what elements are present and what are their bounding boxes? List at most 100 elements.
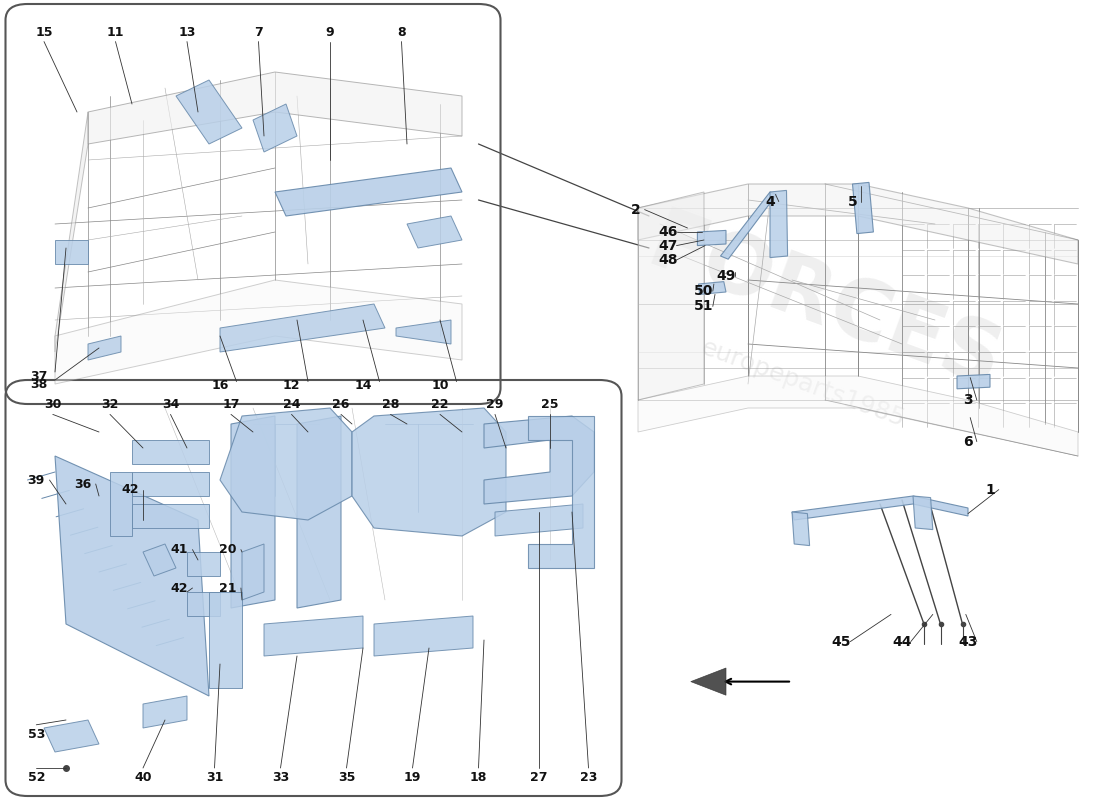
Text: 12: 12 [283, 379, 300, 392]
Polygon shape [638, 184, 1078, 264]
Text: 38: 38 [30, 378, 47, 390]
Polygon shape [913, 496, 933, 530]
Polygon shape [852, 182, 873, 234]
Text: 15: 15 [35, 26, 53, 38]
Polygon shape [374, 616, 473, 656]
Text: 10: 10 [431, 379, 449, 392]
Text: 7: 7 [254, 26, 263, 38]
Text: 29: 29 [486, 398, 504, 411]
Polygon shape [55, 280, 462, 384]
Text: 42: 42 [121, 483, 139, 496]
Polygon shape [407, 216, 462, 248]
Polygon shape [698, 282, 726, 294]
Text: 23: 23 [580, 771, 597, 784]
Text: 43: 43 [958, 634, 978, 649]
Text: 33: 33 [272, 771, 289, 784]
Text: 39: 39 [28, 474, 45, 486]
Polygon shape [484, 416, 594, 504]
Polygon shape [132, 472, 209, 496]
Polygon shape [209, 592, 242, 688]
Polygon shape [132, 440, 209, 464]
Text: 44: 44 [892, 634, 912, 649]
Text: 31: 31 [206, 771, 223, 784]
Text: 36: 36 [74, 478, 91, 490]
Text: 4: 4 [766, 194, 774, 209]
Polygon shape [638, 376, 1078, 456]
Polygon shape [55, 112, 88, 352]
Text: 3: 3 [964, 393, 972, 407]
Polygon shape [792, 512, 810, 546]
Text: 47: 47 [658, 238, 678, 253]
Text: 32: 32 [101, 398, 119, 411]
Polygon shape [792, 496, 968, 520]
Text: 42: 42 [170, 582, 188, 594]
Polygon shape [720, 192, 777, 259]
Text: 34: 34 [162, 398, 179, 411]
Polygon shape [88, 72, 462, 144]
Polygon shape [110, 472, 132, 536]
Text: 49: 49 [716, 269, 736, 283]
Polygon shape [697, 230, 726, 246]
Polygon shape [176, 80, 242, 144]
Polygon shape [44, 720, 99, 752]
Polygon shape [132, 504, 209, 528]
Polygon shape [957, 374, 990, 389]
Polygon shape [691, 668, 726, 695]
Text: 8: 8 [397, 26, 406, 38]
Text: 26: 26 [332, 398, 350, 411]
Text: 41: 41 [170, 543, 188, 556]
Polygon shape [253, 104, 297, 152]
Polygon shape [231, 416, 275, 608]
Text: 22: 22 [431, 398, 449, 411]
Text: 52: 52 [28, 771, 45, 784]
Polygon shape [297, 416, 341, 608]
Text: 28: 28 [382, 398, 399, 411]
Text: 50: 50 [694, 284, 714, 298]
Polygon shape [352, 408, 506, 536]
Text: 45: 45 [832, 634, 851, 649]
Text: 14: 14 [354, 379, 372, 392]
Text: 6: 6 [964, 434, 972, 449]
Text: 48: 48 [658, 253, 678, 267]
Polygon shape [187, 592, 220, 616]
Text: 16: 16 [211, 379, 229, 392]
Text: 40: 40 [134, 771, 152, 784]
Text: 20: 20 [219, 543, 236, 556]
Text: FORCES: FORCES [637, 202, 1013, 406]
Polygon shape [396, 320, 451, 344]
Polygon shape [55, 240, 88, 264]
Polygon shape [88, 336, 121, 360]
Polygon shape [770, 190, 788, 258]
Polygon shape [220, 304, 385, 352]
Polygon shape [275, 168, 462, 216]
Polygon shape [495, 504, 583, 536]
Text: 17: 17 [222, 398, 240, 411]
Text: 24: 24 [283, 398, 300, 411]
Text: 2: 2 [631, 202, 640, 217]
Text: 53: 53 [28, 728, 45, 741]
Polygon shape [55, 456, 209, 696]
Polygon shape [264, 616, 363, 656]
Text: 13: 13 [178, 26, 196, 38]
Text: 19: 19 [404, 771, 421, 784]
Text: 9: 9 [326, 26, 334, 38]
Text: 30: 30 [44, 398, 62, 411]
Polygon shape [187, 552, 220, 576]
Text: 11: 11 [107, 26, 124, 38]
Text: 21: 21 [219, 582, 236, 594]
Text: europeparts1985: europeparts1985 [697, 336, 909, 432]
Text: 5: 5 [848, 194, 857, 209]
Text: 51: 51 [694, 299, 714, 314]
Text: 1: 1 [986, 482, 994, 497]
Text: 37: 37 [30, 370, 47, 382]
Polygon shape [143, 696, 187, 728]
Polygon shape [143, 544, 176, 576]
Polygon shape [528, 416, 594, 568]
Polygon shape [638, 192, 704, 400]
Text: 18: 18 [470, 771, 487, 784]
Text: 27: 27 [530, 771, 548, 784]
Text: 25: 25 [541, 398, 559, 411]
Polygon shape [242, 544, 264, 600]
Text: 35: 35 [338, 771, 355, 784]
Polygon shape [220, 408, 352, 520]
